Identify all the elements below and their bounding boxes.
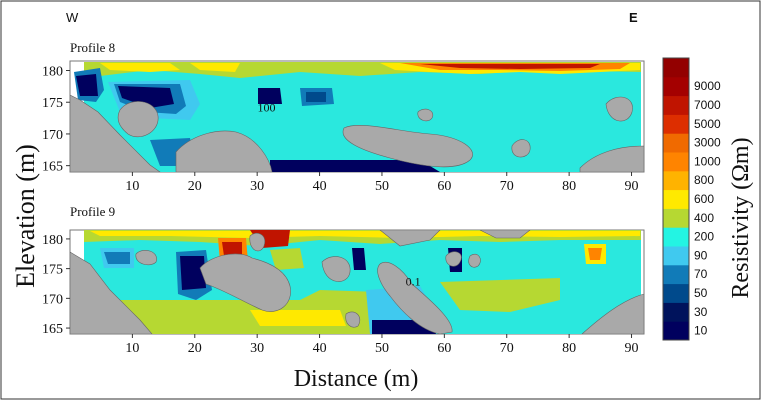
profile-8-x-tick-30: 30 (250, 179, 264, 194)
colorbar-tick-1000: 1000 (694, 154, 721, 168)
profile-9-x-tick-40: 40 (313, 341, 327, 356)
profile-9-y-tick-170: 170 (42, 292, 63, 307)
profile-9-x-tick-30: 30 (250, 341, 264, 356)
profile-9-x-tick-20: 20 (188, 341, 202, 356)
colorbar-band-4 (663, 246, 689, 266)
profile-8-x-tick-80: 80 (562, 179, 576, 194)
colorbar-band-8 (663, 170, 689, 191)
colorbar-tick-10: 10 (694, 324, 708, 338)
profile-9-y-tick-165: 165 (42, 322, 63, 337)
colorbar-tick-3000: 3000 (694, 136, 721, 150)
colorbar-tick-800: 800 (694, 173, 714, 187)
profile-9-plot: 0.1 180 175 170 165 10 20 30 40 50 60 70 80 90 (42, 229, 645, 356)
profile-9-x-tick-60: 60 (437, 341, 451, 356)
west-label: W (66, 10, 79, 25)
profile-9-x-tick-70: 70 (500, 341, 514, 356)
profile-9-y-tick-175: 175 (42, 263, 63, 278)
colorbar-band-11 (663, 114, 689, 134)
colorbar-tick-7000: 7000 (694, 98, 721, 112)
colorbar-tick-90: 90 (694, 248, 708, 262)
profile-8-y-tick-170: 170 (42, 128, 63, 143)
profile-8-x-tick-90: 90 (625, 179, 639, 194)
profile-8-x-tick-10: 10 (125, 179, 139, 194)
profile-8-annotation: 100 (258, 101, 276, 115)
profile-8-x-tick-40: 40 (313, 179, 327, 194)
colorbar-tick-600: 600 (694, 192, 714, 206)
profile-9-x-tick-10: 10 (125, 341, 139, 356)
profile-9-y-ticks: 180 175 170 165 (42, 233, 70, 337)
colorbar-tick-9000: 9000 (694, 79, 721, 93)
profile-9-title: Profile 9 (70, 204, 115, 219)
profile-8-plot: 100 180 175 170 165 10 20 30 40 50 60 70 80 90 (42, 60, 645, 194)
colorbar-tick-70: 70 (694, 267, 708, 281)
profile-8-x-ticks: 10 20 30 40 50 60 70 80 90 (125, 172, 639, 194)
colorbar-band-12 (663, 95, 689, 115)
east-label: E (629, 10, 638, 25)
colorbar-tick-400: 400 (694, 211, 714, 225)
profile-8-y-ticks: 180 175 170 165 (42, 65, 70, 175)
profile-8-x-tick-20: 20 (188, 179, 202, 194)
profile-9-annotation: 0.1 (406, 274, 421, 288)
colorbar-tick-5000: 5000 (694, 117, 721, 131)
colorbar-band-1 (663, 302, 689, 322)
colorbar: 10 30 50 70 90 200 400 600 800 1000 3000 5000 7000 90… (662, 57, 721, 341)
profile-9-y-tick-180: 180 (42, 233, 63, 248)
colorbar-band-13 (663, 76, 689, 97)
profile-9-x-tick-90: 90 (625, 341, 639, 356)
colorbar-band-2 (663, 283, 689, 303)
colorbar-band-14 (663, 58, 689, 78)
profile-8-x-tick-60: 60 (437, 179, 451, 194)
profile-9-x-ticks: 10 20 30 40 50 60 70 80 90 (125, 334, 639, 356)
colorbar-band-6 (663, 208, 689, 228)
colorbar-band-0 (663, 321, 689, 341)
profile-9-x-tick-80: 80 (562, 341, 576, 356)
colorbar-tick-30: 30 (694, 305, 708, 319)
colorbar-band-9 (663, 152, 689, 172)
profile-8-y-tick-175: 175 (42, 96, 63, 111)
profile-9-x-tick-50: 50 (375, 341, 389, 356)
colorbar-label: Resistivity (Ωm) (728, 137, 754, 298)
colorbar-frame (662, 57, 690, 341)
colorbar-band-10 (663, 133, 689, 153)
colorbar-tick-50: 50 (694, 286, 708, 300)
y-axis-label: Elevation (m) (11, 144, 40, 288)
colorbar-tick-200: 200 (694, 230, 714, 244)
profile-8-x-tick-70: 70 (500, 179, 514, 194)
profile-8-y-tick-165: 165 (42, 160, 63, 175)
profile-8-x-tick-50: 50 (375, 179, 389, 194)
profile-8-y-tick-180: 180 (42, 65, 63, 80)
colorbar-band-3 (663, 264, 689, 285)
colorbar-band-5 (663, 227, 689, 247)
colorbar-band-7 (663, 189, 689, 209)
x-axis-label: Distance (m) (294, 366, 419, 392)
profile-8-title: Profile 8 (70, 40, 115, 55)
